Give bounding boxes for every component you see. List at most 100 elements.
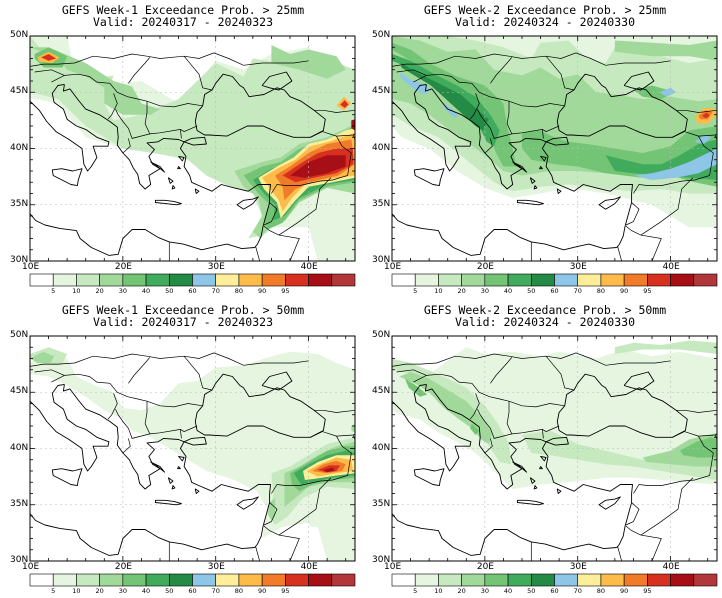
lon-label: 40E <box>300 262 318 272</box>
colorbar-label: 50 <box>165 287 174 295</box>
colorbar-label: 80 <box>234 287 244 295</box>
probability-map <box>29 335 356 587</box>
colorbar-label: 40 <box>503 587 513 595</box>
lat-label: 45N <box>372 86 391 97</box>
colorbar-swatch <box>438 273 462 287</box>
lon-label: 40E <box>662 262 680 272</box>
lat-label: 40N <box>372 142 391 153</box>
colorbar-label: 80 <box>234 587 244 595</box>
colorbar-swatch <box>308 573 333 587</box>
probability-contour <box>614 40 717 61</box>
colorbar-label: 95 <box>281 287 290 295</box>
colorbar-label: 70 <box>211 587 220 595</box>
colorbar-swatch <box>577 573 602 587</box>
colorbar-label: 5 <box>413 587 418 595</box>
colorbar-swatch <box>331 273 356 287</box>
colorbar-swatch <box>623 573 648 587</box>
lon-label: 20E <box>476 262 494 272</box>
colorbar-label: 30 <box>118 587 127 595</box>
lon-label: 10E <box>384 562 402 572</box>
colorbar-swatch <box>215 273 240 287</box>
colorbar-swatch <box>647 573 671 587</box>
probability-contour <box>399 72 431 95</box>
colorbar-swatch <box>99 573 124 587</box>
colorbar-label: 10 <box>434 587 443 595</box>
lat-label: 45N <box>10 386 29 397</box>
probability-contour <box>522 430 717 480</box>
colorbar-label: 95 <box>643 587 652 595</box>
colorbar-swatch <box>238 573 263 587</box>
probability-contour <box>392 347 717 489</box>
probability-map <box>391 335 718 587</box>
colorbar-swatch <box>261 573 286 587</box>
probability-contour <box>392 358 511 465</box>
colorbar-swatch <box>577 273 602 287</box>
map-panel-1: GEFS Week-1 Exceedance Prob. > 25mm Valid… <box>8 0 358 295</box>
colorbar-label: 70 <box>211 287 220 295</box>
probability-contour <box>470 423 480 435</box>
colorbar-swatch <box>623 273 648 287</box>
lat-label: 40N <box>10 142 29 153</box>
colorbar-swatch <box>693 573 718 587</box>
colorbar-label: 20 <box>457 287 466 295</box>
probability-contour <box>351 119 355 131</box>
colorbar-swatch <box>145 573 170 587</box>
colorbar-label: 80 <box>596 287 606 295</box>
colorbar-swatch <box>52 273 77 287</box>
colorbar-swatch <box>391 573 416 587</box>
colorbar-swatch <box>52 573 77 587</box>
colorbar-label: 5 <box>51 287 56 295</box>
colorbar-label: 50 <box>527 287 536 295</box>
colorbar-label: 70 <box>573 287 582 295</box>
probability-contour <box>392 42 517 167</box>
lat-label: 45N <box>372 386 391 397</box>
panel-title: GEFS Week-1 Exceedance Prob. > 25mm <box>61 3 305 17</box>
colorbar-swatch <box>285 573 309 587</box>
colorbar-swatch <box>461 573 486 587</box>
colorbar-label: 30 <box>118 287 127 295</box>
lat-label: 40N <box>372 442 391 453</box>
colorbar-swatch <box>670 573 695 587</box>
lat-label: 35N <box>10 498 29 509</box>
probability-contour <box>340 100 349 108</box>
probability-contour <box>614 340 717 354</box>
colorbar-label: 50 <box>165 587 174 595</box>
colorbar-swatch <box>76 273 100 287</box>
lat-label: 30N <box>372 255 391 265</box>
colorbar-label: 80 <box>596 587 606 595</box>
colorbar-swatch <box>261 273 286 287</box>
probability-contour <box>262 227 296 261</box>
map-panel-2: GEFS Week-2 Exceedance Prob. > 25mm Valid… <box>370 0 720 295</box>
colorbar-label: 90 <box>258 587 267 595</box>
lat-label: 40N <box>10 442 29 453</box>
colorbar-swatch <box>670 273 695 287</box>
colorbar-swatch <box>484 573 509 587</box>
probability-contour <box>679 437 717 458</box>
colorbar-swatch <box>600 273 625 287</box>
colorbar-swatch <box>693 273 718 287</box>
probability-contour <box>442 102 459 117</box>
lat-label: 50N <box>372 330 391 340</box>
colorbar-swatch <box>285 273 309 287</box>
lon-label: 20E <box>114 562 132 572</box>
colorbar-swatch <box>215 573 240 587</box>
probability-contour <box>642 432 717 467</box>
panel-title: GEFS Week-2 Exceedance Prob. > 50mm <box>423 303 667 317</box>
probability-contour <box>262 525 328 561</box>
colorbar-swatch <box>145 273 170 287</box>
colorbar-swatch <box>530 573 555 587</box>
lat-label: 35N <box>372 498 391 509</box>
colorbar-label: 95 <box>281 587 290 595</box>
lon-label: 10E <box>22 262 40 272</box>
colorbar-swatch <box>507 573 532 587</box>
lon-label: 40E <box>662 562 680 572</box>
map-panel-3: GEFS Week-1 Exceedance Prob. > 50mm Valid… <box>8 300 358 595</box>
lat-label: 35N <box>10 198 29 209</box>
colorbar-swatch <box>530 273 555 287</box>
probability-contour <box>702 112 710 119</box>
colorbar-swatch <box>647 273 671 287</box>
colorbar-label: 10 <box>72 287 81 295</box>
colorbar-swatch <box>600 573 625 587</box>
probability-contour <box>392 426 717 561</box>
probability-map <box>391 35 718 287</box>
